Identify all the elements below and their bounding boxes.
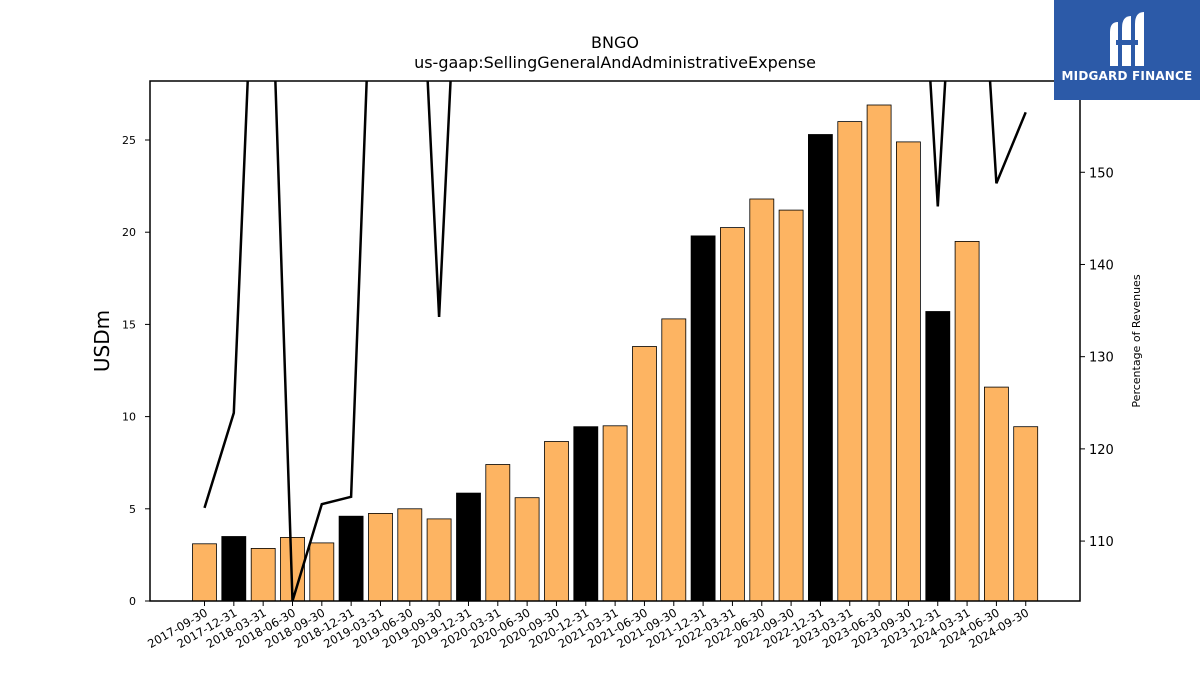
bar-2018-12-31 (338, 515, 364, 602)
logo-text: MIDGARD FINANCE (1061, 69, 1193, 83)
bar-2023-12-31 (925, 311, 951, 602)
bar-2021-06-30 (632, 346, 657, 602)
bar-2020-03-31 (485, 464, 511, 602)
bar-2023-03-31 (837, 121, 863, 602)
midgard-finance-logo: MIDGARD FINANCE (1054, 0, 1200, 100)
midgard-logo-icon (1110, 12, 1144, 66)
bar-2019-09-30 (426, 518, 452, 602)
bar-2022-09-30 (778, 209, 804, 602)
bar-2020-09-30 (544, 441, 569, 602)
y2-tick-label: 130 (1089, 351, 1114, 366)
y-tick-label: 10 (122, 411, 136, 424)
y-axis-right: 110 120 130 140 150 (1080, 166, 1114, 550)
bar-2024-09-30 (1013, 426, 1039, 602)
y2-tick-label: 150 (1089, 166, 1114, 181)
y-tick-label: 15 (122, 318, 136, 331)
bar-2018-03-31 (250, 548, 276, 602)
percentage-line (203, 81, 1027, 601)
y-tick-label: 0 (129, 595, 136, 608)
y-tick-label: 20 (122, 226, 136, 239)
x-axis: 2017-09-302017-12-312018-03-312018-06-30… (145, 601, 1031, 651)
bar-2019-03-31 (368, 513, 393, 602)
y2-tick-label: 140 (1089, 258, 1114, 273)
y2-axis-label: Percentage of Revenues (1130, 274, 1143, 407)
y-tick-label: 5 (129, 503, 136, 516)
bar-2022-12-31 (808, 134, 833, 602)
chart-subtitle: us-gaap:SellingGeneralAndAdministrativeE… (414, 53, 816, 72)
y-axis-left: 0 5 10 15 20 25 (122, 134, 150, 608)
bar-2021-09-30 (661, 318, 687, 602)
bar-2019-12-31 (456, 492, 481, 602)
bar-2024-06-30 (984, 386, 1009, 602)
bar-series (192, 104, 1039, 602)
bar-2021-03-31 (602, 425, 628, 602)
bar-2017-09-30 (192, 543, 217, 602)
y-tick-label: 25 (122, 134, 136, 147)
percentage-line-series (203, 81, 1027, 601)
bar-2019-06-30 (397, 508, 423, 602)
bar-2020-06-30 (514, 497, 540, 602)
bar-2022-03-31 (720, 227, 745, 602)
y2-tick-label: 120 (1089, 443, 1114, 458)
bar-2018-09-30 (309, 542, 335, 602)
y2-tick-label: 110 (1089, 535, 1114, 550)
bar-2023-09-30 (896, 141, 921, 602)
bar-2020-12-31 (573, 426, 599, 602)
y-axis-label: USDm (90, 310, 114, 372)
bar-2022-06-30 (749, 198, 775, 602)
bar-2021-12-31 (690, 235, 716, 602)
chart-title: BNGO (591, 33, 639, 52)
bar-2024-03-31 (954, 240, 980, 602)
bar-2023-06-30 (866, 104, 892, 602)
bar-2017-12-31 (221, 536, 247, 602)
